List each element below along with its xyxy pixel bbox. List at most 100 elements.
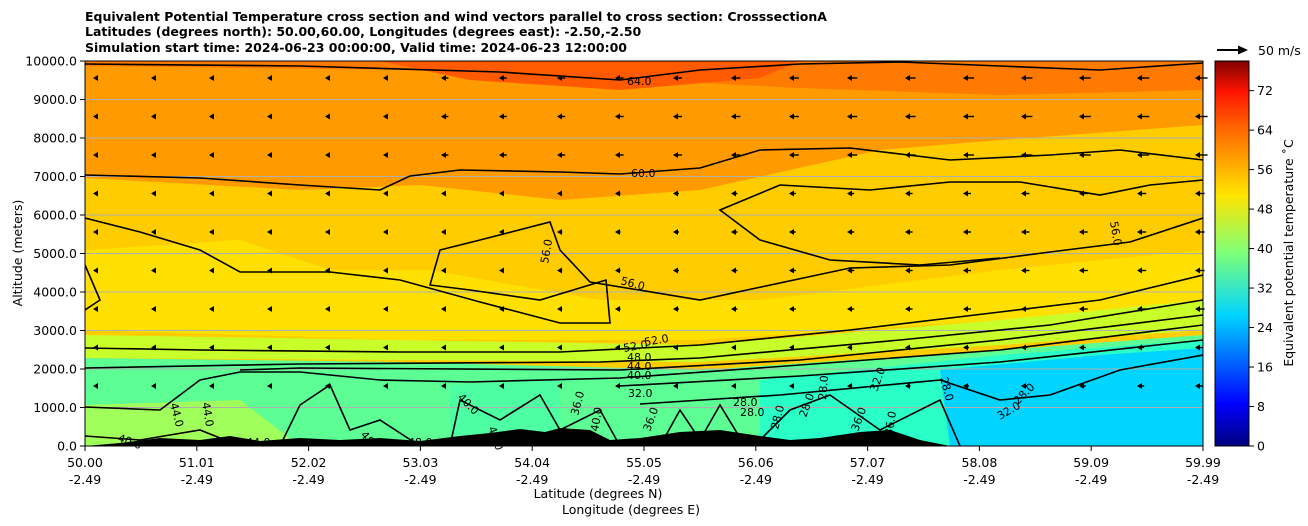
colorbar-tick-label: 72 [1257, 83, 1273, 98]
x-tick-label-lon: -2.49 [292, 472, 324, 487]
wind-vector [1021, 75, 1033, 81]
contour-lower-wiggle [85, 383, 746, 446]
wind-vector [441, 152, 449, 158]
wind-vector [963, 306, 971, 312]
wind-vector [963, 113, 974, 120]
contour-label: 32.0 [628, 387, 653, 400]
wind-vector [615, 229, 621, 235]
colorbar-tick-label: 8 [1257, 399, 1265, 414]
x-tick-label-lat: 57.07 [850, 455, 886, 470]
x-tick-label-lat: 51.01 [179, 455, 215, 470]
contour-label: 44.0 [167, 401, 186, 428]
wind-vector [209, 190, 214, 197]
y-tick-label: 2000.0 [33, 362, 77, 377]
wind-vector [267, 229, 272, 235]
wind-vector [325, 75, 330, 81]
wind-vector [1137, 152, 1150, 158]
contour-label: 28.0 [740, 406, 765, 419]
wind-vector [731, 113, 741, 120]
wind-vector [615, 190, 621, 197]
wind-vector [93, 383, 98, 389]
wind-vector [209, 383, 214, 389]
y-tick-label: 3000.0 [33, 323, 77, 338]
x-tick-label-lon: -2.49 [963, 472, 995, 487]
y-tick-label: 4000.0 [33, 285, 77, 300]
contour-label: 36.0 [568, 390, 587, 417]
wind-vector [847, 306, 855, 312]
contour-labels: 64.0 60.0 56.0 56.0 56.0 52.0 52.0 48.0 … [116, 75, 1124, 452]
wind-vector [93, 152, 98, 158]
colorbar-gradient [1215, 61, 1249, 446]
wind-vector [383, 383, 388, 389]
wind-vector [151, 344, 156, 351]
contour-label: 40.0 [627, 369, 652, 382]
wind-vector [499, 306, 504, 312]
colorbar-tick-label: 0 [1257, 439, 1265, 454]
contour-label: 28.0 [733, 396, 758, 409]
wind-vector [151, 152, 156, 158]
wind-vector [267, 152, 272, 158]
wind-vector [789, 190, 796, 197]
wind-vector [1137, 113, 1150, 120]
wind-vector [499, 190, 504, 197]
wind-vector [441, 75, 449, 81]
wind-vector [789, 306, 796, 312]
wind-vector [151, 113, 156, 120]
wind-vector [267, 344, 272, 351]
x-tick-label-lat: 55.05 [626, 455, 662, 470]
wind-vector [847, 267, 855, 274]
x-tick-label-lon: -2.49 [404, 472, 436, 487]
y-axis: 0.0 1000.0 2000.0 3000.0 4000.0 5000.0 6000.0 7… [25, 54, 85, 454]
wind-vector [847, 190, 855, 197]
contour-label: 52.0 [622, 338, 648, 355]
wind-vector [963, 152, 974, 158]
contour-label: 28.0 [768, 404, 787, 431]
x-tick-label-lat: 50.00 [67, 455, 103, 470]
wind-vector [847, 75, 858, 81]
wind-vector [499, 75, 507, 81]
wind-vector [789, 383, 794, 389]
x-axis-label-longitude: Longitude (degrees E) [562, 502, 700, 517]
wind-vector [731, 344, 736, 351]
wind-vector [93, 75, 98, 81]
wind-vector [325, 190, 330, 197]
contour-36 [619, 339, 1203, 387]
wind-vector [325, 229, 330, 235]
wind-vector [1079, 267, 1088, 274]
wind-vector [557, 75, 566, 81]
wind-vector [267, 75, 272, 81]
wind-vector [1079, 229, 1088, 235]
wind-vector [151, 383, 156, 389]
terrain [85, 428, 950, 446]
wind-vector [499, 383, 504, 389]
x-tick-label-lon: -2.49 [628, 472, 660, 487]
wind-vector [1137, 306, 1147, 312]
contour-60 [85, 147, 1203, 191]
wind-vector [325, 383, 330, 389]
wind-vector [383, 306, 388, 312]
wind-vector [151, 267, 156, 274]
wind-vector [1021, 267, 1030, 274]
x-tick-label-lat: 53.03 [403, 455, 439, 470]
wind-vector [847, 344, 853, 351]
wind-vector [1137, 75, 1150, 81]
contour-label: 28.0 [937, 375, 956, 402]
wind-vector [1079, 306, 1088, 312]
contour-56-left [85, 217, 1203, 324]
wind-vector [905, 75, 916, 81]
wind-vector [557, 267, 563, 274]
wind-vector [325, 113, 330, 120]
wind-vector [1137, 190, 1147, 197]
wind-vector [325, 152, 330, 158]
wind-vector [383, 229, 388, 235]
x-tick-label-lon: -2.49 [516, 472, 548, 487]
wind-vector [267, 306, 272, 312]
wind-vector [557, 190, 563, 197]
wind-vector [1195, 344, 1203, 351]
wind-vector [963, 267, 971, 274]
colorbar: 0 8 16 24 32 40 48 56 64 72 Equivalent potential … [1214, 60, 1296, 454]
wind-vector [209, 267, 214, 274]
wind-vector [383, 267, 388, 274]
wind-vector [441, 344, 446, 351]
